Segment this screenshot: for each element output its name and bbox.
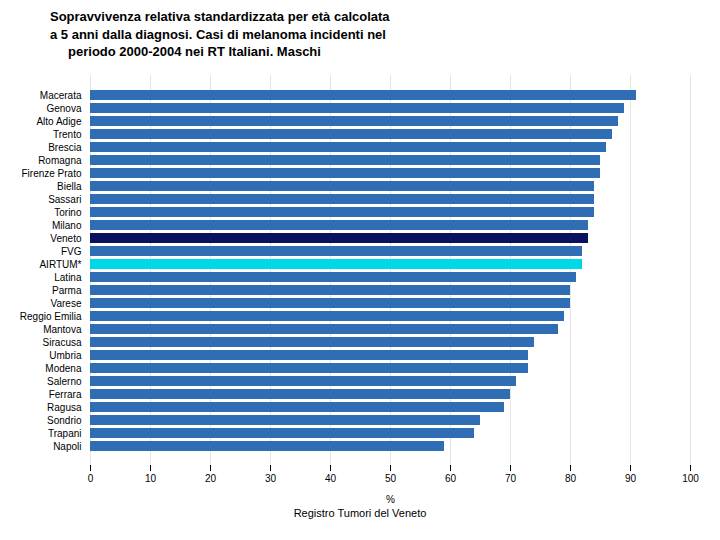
svg-text:Latina: Latina: [54, 271, 82, 282]
svg-text:Siracusa: Siracusa: [43, 336, 82, 347]
svg-text:40: 40: [325, 472, 337, 483]
svg-text:Firenze Prato: Firenze Prato: [21, 167, 81, 178]
svg-text:AIRTUM*: AIRTUM*: [39, 258, 81, 269]
svg-text:Milano: Milano: [52, 219, 82, 230]
svg-text:Mantova: Mantova: [43, 323, 82, 334]
svg-text:Umbria: Umbria: [49, 349, 82, 360]
svg-text:Macerata: Macerata: [40, 89, 82, 100]
svg-text:Ferrara: Ferrara: [49, 388, 82, 399]
svg-text:Veneto: Veneto: [50, 232, 82, 243]
svg-text:Sondrio: Sondrio: [47, 414, 82, 425]
svg-text:Brescia: Brescia: [48, 141, 82, 152]
svg-text:100: 100: [682, 472, 699, 483]
svg-text:60: 60: [445, 472, 457, 483]
svg-text:30: 30: [265, 472, 277, 483]
svg-text:0: 0: [88, 472, 94, 483]
svg-text:Biella: Biella: [57, 180, 82, 191]
svg-text:10: 10: [145, 472, 157, 483]
svg-text:FVG: FVG: [61, 245, 82, 256]
html-text:Registro Tumori del Veneto: Registro Tumori del Veneto: [293, 506, 427, 519]
svg-text:Modena: Modena: [45, 362, 82, 373]
svg-text:Salerno: Salerno: [47, 375, 82, 386]
svg-text:Trapani: Trapani: [48, 427, 82, 438]
svg-text:Parma: Parma: [52, 284, 82, 295]
svg-text:Torino: Torino: [54, 206, 82, 217]
svg-text:%: %: [386, 493, 395, 504]
svg-text:Romagna: Romagna: [38, 154, 82, 165]
svg-text:20: 20: [205, 472, 217, 483]
svg-text:70: 70: [505, 472, 517, 483]
svg-text:Napoli: Napoli: [53, 440, 81, 451]
svg-text:Sassari: Sassari: [48, 193, 81, 204]
html-text:Sopravvivenza relativa standar: Sopravvivenza relativa standardizzata pe…: [50, 9, 390, 60]
svg-text:Trento: Trento: [53, 128, 82, 139]
svg-text:Genova: Genova: [46, 102, 81, 113]
svg-text:Reggio Emilia: Reggio Emilia: [20, 310, 82, 321]
svg-text:Alto Adige: Alto Adige: [36, 115, 81, 126]
svg-text:50: 50: [385, 472, 397, 483]
svg-text:90: 90: [625, 472, 637, 483]
svg-text:Varese: Varese: [51, 297, 82, 308]
svg-text:80: 80: [565, 472, 577, 483]
svg-text:Ragusa: Ragusa: [47, 401, 82, 412]
